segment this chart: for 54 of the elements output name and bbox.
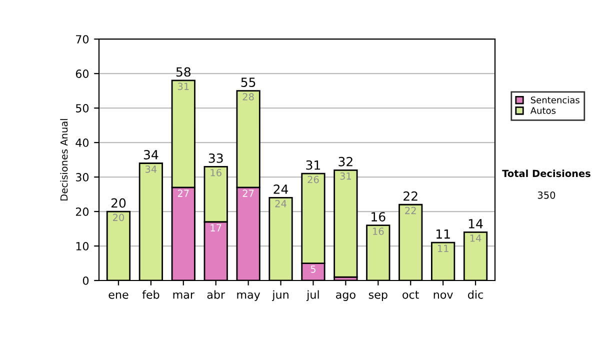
- x-tick-label: jul: [306, 290, 319, 301]
- text: 350: [538, 191, 556, 199]
- data-label: 16: [210, 168, 222, 176]
- total-label: 58: [176, 67, 190, 77]
- y-tick-label: 50: [76, 104, 89, 112]
- x-tick-label: may: [237, 292, 260, 301]
- total-label: 11: [436, 229, 450, 239]
- y-tick-label: 10: [76, 242, 89, 250]
- data-label: 16: [373, 228, 384, 235]
- y-tick-label: 40: [76, 138, 89, 147]
- x-tick-label: feb: [142, 290, 160, 299]
- total-label: 32: [338, 156, 352, 166]
- total-label: 31: [306, 160, 320, 170]
- data-label: 11: [438, 244, 448, 252]
- data-label: 27: [178, 190, 189, 197]
- total-label: 16: [372, 212, 386, 222]
- data-label: 31: [340, 172, 351, 180]
- data-label: 20: [113, 214, 124, 222]
- total-label: 33: [208, 153, 223, 163]
- y-axis-title: Decisiones Anual: [60, 119, 68, 200]
- y-tick-label: 0: [82, 276, 89, 285]
- x-tick-label: oct: [402, 290, 419, 299]
- legend-label: Sentencias: [530, 96, 580, 104]
- x-tick-label: ago: [336, 292, 356, 301]
- total-label: 55: [241, 78, 256, 88]
- text: Total Decisiones: [502, 170, 590, 178]
- data-label: 5: [310, 266, 316, 273]
- bar: [334, 169, 358, 278]
- x-tick-label: dic: [468, 290, 483, 299]
- x-tick-label: mar: [173, 292, 194, 299]
- y-tick-label: 20: [76, 208, 89, 216]
- data-label: 22: [405, 206, 416, 214]
- total-label: 34: [144, 150, 158, 160]
- x-tick-label: nov: [434, 292, 453, 299]
- total-label: 24: [274, 184, 288, 194]
- x-tick-label: sep: [368, 292, 388, 301]
- data-label: 34: [145, 165, 157, 173]
- data-label: 26: [308, 176, 319, 184]
- y-tick-label: 30: [76, 173, 89, 182]
- total-label: 14: [468, 219, 483, 228]
- legend-label: Autos: [530, 107, 556, 114]
- total-label: 20: [111, 198, 126, 208]
- x-tick-label: jun: [272, 290, 288, 301]
- data-label: 31: [178, 82, 189, 90]
- data-label: 17: [210, 224, 222, 232]
- data-label: 24: [275, 200, 286, 208]
- y-tick-label: 70: [76, 35, 89, 44]
- data-label: 14: [470, 234, 482, 242]
- x-tick-label: abr: [207, 290, 226, 299]
- y-tick-label: 60: [76, 70, 89, 78]
- data-label: 27: [242, 190, 254, 197]
- x-tick-label: ene: [108, 292, 128, 299]
- total-label: 22: [404, 191, 418, 201]
- data-label: 28: [242, 93, 254, 100]
